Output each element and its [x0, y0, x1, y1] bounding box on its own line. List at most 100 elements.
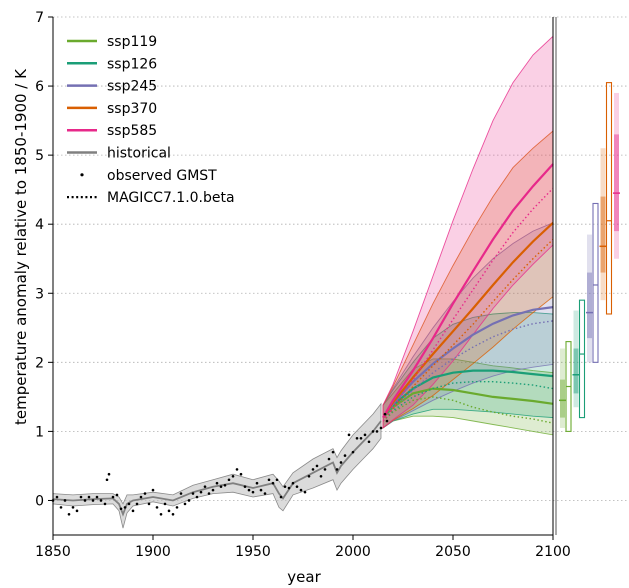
observed-point	[351, 450, 355, 454]
x-tick-label: 2000	[335, 544, 371, 560]
legend-swatch-observed GMST	[80, 173, 84, 177]
ssp245-assessed-box	[592, 202, 599, 363]
observed-point	[295, 485, 299, 488]
observed-points	[51, 412, 389, 516]
observed-point	[103, 502, 107, 506]
ssp585-median-line	[382, 163, 554, 419]
observed-point	[151, 488, 155, 492]
y-axis-label: temperature anomaly relative to 1850-190…	[12, 68, 30, 425]
observed-point	[55, 495, 59, 499]
observed-point	[67, 512, 71, 516]
observed-point	[271, 481, 275, 485]
observed-point	[243, 485, 247, 488]
observed-point	[155, 506, 159, 509]
observed-point	[147, 502, 151, 506]
ssp119-range-box	[560, 379, 565, 418]
observed-point	[105, 478, 109, 482]
observed-point	[383, 412, 387, 416]
observed-point	[183, 502, 187, 506]
observed-point	[83, 499, 87, 502]
observed-point	[275, 478, 279, 482]
observed-point	[375, 430, 379, 433]
observed-point	[87, 495, 91, 499]
observed-point	[203, 485, 207, 488]
observed-point	[319, 474, 323, 478]
observed-point	[179, 492, 183, 495]
ssp119-magicc-line	[382, 396, 554, 424]
observed-point	[143, 492, 147, 495]
ssp585-magicc-line	[382, 187, 554, 422]
ssp245-median-line	[382, 306, 554, 419]
historical-line	[52, 420, 382, 517]
y-tick-label: 3	[35, 286, 44, 302]
x-tick-label: 2050	[435, 544, 471, 560]
observed-point	[195, 495, 199, 499]
ssp370-range-box	[600, 196, 606, 273]
observed-point	[385, 419, 389, 423]
ssp245-range-whisker	[587, 234, 592, 363]
observed-point	[159, 512, 163, 516]
gridlines	[53, 16, 629, 501]
ssp126-range-box	[573, 348, 579, 394]
series-lines	[52, 163, 554, 517]
observed-point	[207, 492, 211, 495]
y-tick-label: 0	[35, 493, 44, 509]
axes: 0 1 2 3 4 5 6 7 1850 1900 1950 2000 2050 2100	[35, 10, 571, 560]
observed-point	[267, 478, 271, 482]
ssp126-range-whisker	[573, 310, 579, 408]
y-tick-label: 7	[35, 10, 44, 26]
observed-point	[323, 468, 327, 471]
observed-point	[367, 440, 371, 444]
x-tick-label: 1850	[35, 544, 71, 560]
observed-point	[251, 490, 255, 494]
observed-point	[263, 492, 267, 495]
ssp370-assessed-box	[605, 82, 613, 315]
x-tick-label: 1950	[235, 544, 271, 560]
observed-point	[287, 486, 291, 490]
y-tick-label: 1	[35, 424, 44, 440]
observed-point	[291, 481, 295, 485]
observed-point	[303, 490, 307, 494]
legend-label-ssp126: ssp126	[107, 56, 157, 72]
observed-point	[327, 457, 331, 461]
x-axis-label: year	[287, 568, 321, 586]
observed-point	[283, 485, 287, 488]
observed-point	[75, 509, 79, 513]
historical-band	[52, 402, 382, 529]
ssp370-median-line	[382, 221, 554, 419]
observed-point	[255, 481, 259, 485]
observed-point	[91, 499, 95, 502]
legend-label-ssp585: ssp585	[107, 123, 157, 139]
observed-point	[343, 454, 347, 457]
legend: ssp119 ssp126 ssp245 ssp370 ssp585 historical…	[67, 34, 235, 206]
observed-point	[223, 483, 227, 487]
observed-point	[339, 461, 343, 464]
ssp126-median-line	[382, 369, 554, 419]
y-tick-label: 2	[35, 355, 44, 371]
y-tick-label: 5	[35, 148, 44, 164]
observed-point	[135, 502, 139, 506]
observed-point	[191, 492, 195, 495]
observed-point	[259, 488, 263, 492]
y-tick-label: 6	[35, 79, 44, 95]
observed-point	[359, 437, 363, 440]
observed-point	[127, 502, 131, 506]
observed-point	[163, 502, 167, 506]
observed-point	[371, 430, 375, 433]
observed-point	[363, 433, 367, 437]
observed-point	[331, 450, 335, 454]
observed-point	[215, 481, 219, 485]
observed-point	[199, 490, 203, 494]
observed-point	[239, 472, 243, 476]
legend-label-ssp370: ssp370	[107, 101, 157, 117]
observed-point	[307, 474, 311, 478]
observed-point	[123, 506, 127, 509]
observed-point	[355, 437, 359, 440]
range-bars	[559, 82, 620, 432]
observed-point	[99, 499, 103, 502]
observed-point	[299, 488, 303, 492]
observed-point	[347, 433, 351, 437]
legend-label-MAGICC7.1.0.beta: MAGICC7.1.0.beta	[107, 190, 235, 206]
observed-point	[279, 495, 283, 499]
